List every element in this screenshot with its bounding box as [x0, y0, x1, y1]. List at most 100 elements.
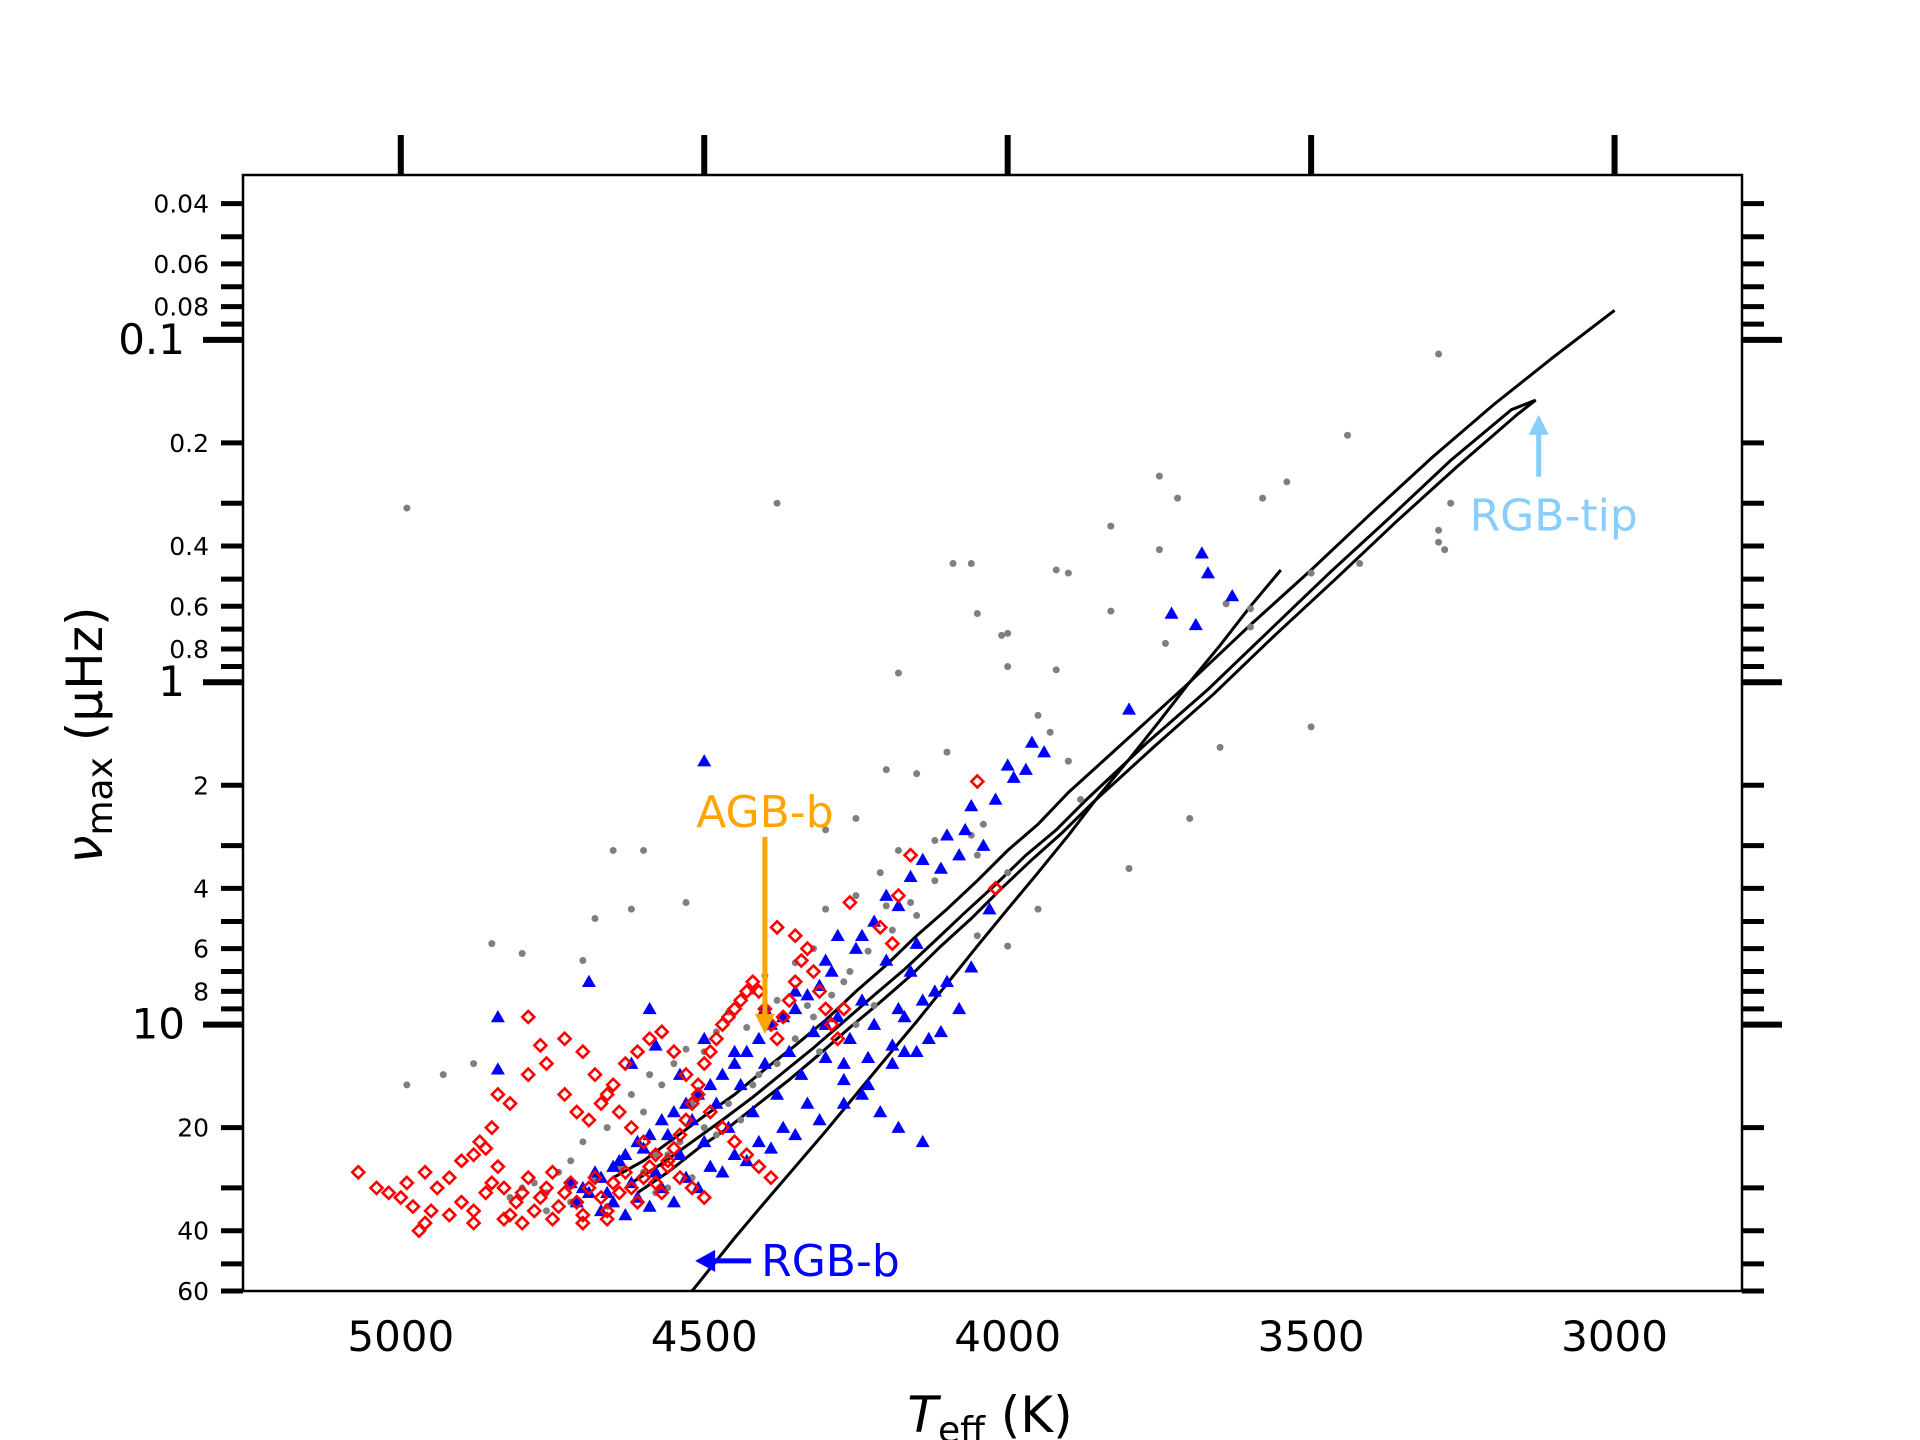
red-diamond-point [587, 1169, 603, 1186]
red-diamond-point [708, 1030, 725, 1047]
red-diamond-point [811, 983, 828, 1000]
gray-point [1107, 522, 1115, 530]
blue-triangle-point [770, 1087, 785, 1100]
blue-triangle-point [1225, 589, 1240, 602]
annotation-arrowhead [695, 1249, 716, 1272]
blue-triangle-point [1024, 735, 1039, 748]
gray-point [1246, 605, 1254, 613]
red-diamond-point [823, 1016, 840, 1033]
y-minor-label: 0.04 [153, 190, 209, 219]
red-diamond-point [581, 1180, 597, 1196]
gray-point [1064, 569, 1072, 577]
red-diamond-point [556, 1030, 573, 1047]
blue-triangle-point [830, 1009, 845, 1023]
blue-triangle-point [703, 1077, 718, 1091]
gray-point [439, 1071, 447, 1079]
red-diamond-point [672, 1127, 688, 1143]
gray-point [1064, 757, 1072, 765]
blue-triangle-point [782, 1044, 797, 1057]
red-diamond-point [575, 1215, 591, 1231]
red-diamond-point [587, 1066, 603, 1083]
blue-triangle-point [1000, 758, 1015, 771]
gray-point [737, 1116, 745, 1124]
red-diamond-point [732, 992, 749, 1009]
red-diamond-point [490, 1158, 506, 1175]
red-diamond-point [538, 1180, 555, 1196]
red-diamond-point [884, 935, 901, 952]
y-major-label: 10 [132, 1000, 185, 1049]
red-diamond-point [647, 1146, 664, 1163]
red-diamond-point [441, 1169, 458, 1186]
blue-triangle-point [855, 1087, 870, 1100]
red-diamond-point [538, 1055, 555, 1072]
red-diamond-point [496, 1180, 512, 1196]
red-diamond-point [514, 1215, 531, 1231]
blue-triangle-point [806, 1024, 821, 1038]
blue-triangle-point [727, 1044, 742, 1057]
gray-point [1004, 629, 1012, 637]
y-minor-label: 8 [193, 977, 209, 1006]
red-diamond-point [690, 1086, 707, 1103]
red-diamond-point [641, 1158, 658, 1175]
red-diamond-point [593, 1189, 609, 1206]
gray-point [973, 851, 981, 859]
annotation-label: RGB-b [761, 1236, 900, 1287]
gray-point [773, 1060, 781, 1068]
gray-point [1076, 795, 1084, 803]
red-diamond-point [787, 973, 804, 990]
gray-point [1307, 569, 1315, 577]
blue-triangle-point [952, 848, 967, 861]
red-diamond-point [568, 1104, 585, 1120]
gray-point [682, 899, 690, 907]
gray-point [828, 991, 836, 999]
gray-point [913, 911, 921, 919]
gray-point [882, 902, 890, 910]
y-minor-label: 0.8 [169, 635, 209, 664]
gray-point [591, 915, 599, 923]
red-diamond-point [599, 1211, 615, 1227]
gray-point [749, 1081, 757, 1089]
gray-point [1034, 905, 1042, 913]
gray-point [743, 1024, 751, 1032]
blue-triangle-point [939, 974, 954, 988]
red-diamond-point [429, 1180, 446, 1196]
red-diamond-point [672, 1169, 688, 1186]
y-minor-label: 6 [193, 935, 209, 964]
x-tick-label: 5000 [347, 1312, 454, 1361]
red-diamond-point [666, 1043, 682, 1060]
blue-triangle-point [757, 1056, 772, 1069]
blue-triangle-point [915, 993, 930, 1006]
red-diamond-point [514, 1184, 531, 1201]
red-diamond-point [611, 1104, 628, 1120]
gray-point [609, 846, 617, 854]
red-diamond-point [738, 983, 755, 1000]
gray-point [979, 820, 987, 828]
red-diamond-point [526, 1203, 543, 1219]
red-diamond-point [599, 1203, 615, 1219]
y-minor-label: 0.06 [153, 250, 209, 279]
annotation-label: RGB-tip [1470, 491, 1638, 542]
blue-triangle-point [855, 928, 870, 941]
red-diamond-point [520, 1066, 537, 1083]
red-diamond-point [702, 1104, 719, 1120]
blue-triangle-point [666, 1195, 681, 1208]
red-diamond-point [829, 1030, 846, 1047]
blue-triangle-point [976, 838, 991, 851]
annotations: AGB-b RGB-tip RGB-b [695, 414, 1638, 1287]
blue-triangle-point [800, 988, 815, 1001]
red-diamond-point [477, 1184, 494, 1201]
gray-point [791, 1035, 799, 1043]
gray-point [1174, 494, 1182, 502]
gray-point [1004, 869, 1012, 877]
blue-triangle-point [891, 898, 906, 912]
red-diamond-point [441, 1207, 458, 1223]
plot-frame [241, 173, 1744, 1293]
x-tick-label: 4000 [954, 1312, 1061, 1361]
gray-point [1441, 546, 1449, 554]
blue-triangle-point [709, 1096, 724, 1109]
gray-point [627, 905, 635, 913]
blue-triangle-point [879, 953, 894, 966]
blue-triangle-point [660, 1127, 675, 1141]
red-diamond-point [575, 1043, 591, 1060]
